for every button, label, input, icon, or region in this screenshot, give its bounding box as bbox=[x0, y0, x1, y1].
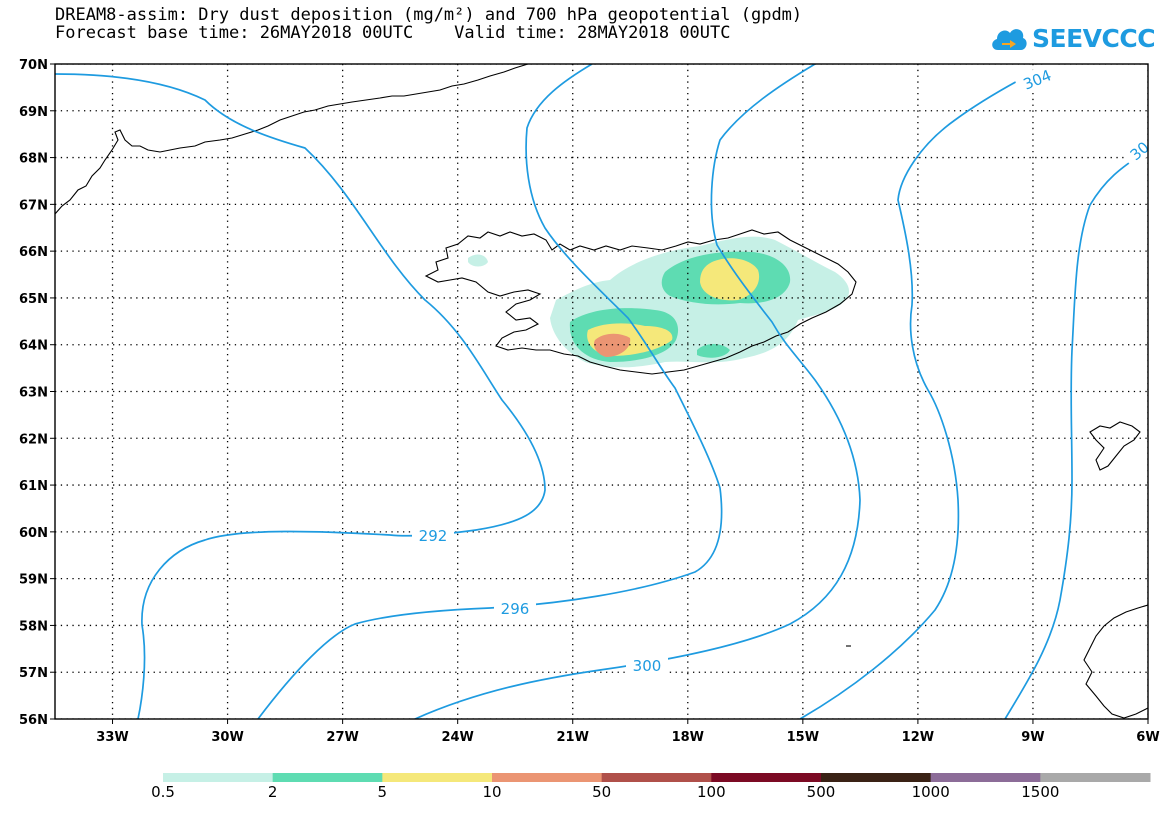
lat-tick-label: 66N bbox=[19, 245, 48, 260]
lat-tick-label: 65N bbox=[19, 292, 48, 307]
colorbar-swatch bbox=[711, 773, 822, 782]
contour-line-300 bbox=[414, 64, 861, 719]
colorbar-label: 1500 bbox=[1021, 783, 1060, 801]
map-subtitle: Forecast base time: 26MAY2018 00UTC Vali… bbox=[55, 23, 731, 43]
colorbar-label: 500 bbox=[806, 783, 836, 801]
colorbar-swatch bbox=[382, 773, 493, 782]
colorbar-swatch bbox=[1040, 773, 1151, 782]
map-title: DREAM8-assim: Dry dust deposition (mg/m²… bbox=[55, 5, 803, 25]
greenland-coast bbox=[55, 64, 529, 215]
lon-tick-label: 21W bbox=[557, 730, 589, 745]
cloud-icon bbox=[992, 29, 1027, 50]
colorbar-label: 2 bbox=[267, 783, 278, 801]
faroe-islands-coast bbox=[1089, 421, 1141, 471]
colorbar-swatch bbox=[272, 773, 383, 782]
lon-tick-label: 6W bbox=[1136, 730, 1159, 745]
colorbar-label: 0.5 bbox=[151, 783, 175, 801]
lat-tick-label: 69N bbox=[19, 105, 48, 120]
dust-area-high-north bbox=[700, 258, 760, 301]
contour-line-292 bbox=[55, 73, 546, 719]
seevccc-logo: SEEVCCC bbox=[990, 20, 1156, 56]
coastlines bbox=[55, 64, 1148, 719]
colorbar-swatch bbox=[930, 773, 1041, 782]
contour-label-296: 296 bbox=[501, 600, 530, 618]
lon-tick-label: 33W bbox=[96, 730, 128, 745]
lat-tick-label: 58N bbox=[19, 619, 48, 634]
lon-tick-label: 18W bbox=[672, 730, 704, 745]
graticule bbox=[55, 64, 1148, 719]
contour-label-292: 292 bbox=[419, 527, 448, 545]
lat-tick-label: 64N bbox=[19, 339, 48, 354]
lat-tick-label: 70N bbox=[19, 58, 48, 73]
lon-tick-label: 24W bbox=[441, 730, 473, 745]
colorbar-swatch bbox=[601, 773, 712, 782]
geopotential-contours bbox=[55, 64, 1148, 719]
logo-text: SEEVCCC bbox=[1032, 23, 1156, 53]
lon-tick-label: 30W bbox=[211, 730, 243, 745]
colorbar-label: 10 bbox=[482, 783, 502, 801]
lat-tick-label: 61N bbox=[19, 479, 48, 494]
colorbar-swatch bbox=[492, 773, 603, 782]
lat-tick-label: 57N bbox=[19, 666, 48, 681]
colorbar-label: 50 bbox=[592, 783, 612, 801]
contour-line-304 bbox=[799, 64, 1051, 719]
colorbar bbox=[163, 773, 1151, 782]
lon-tick-label: 15W bbox=[787, 730, 819, 745]
lat-tick-label: 68N bbox=[19, 152, 48, 167]
contour-line-296 bbox=[257, 64, 723, 719]
lon-tick-label: 27W bbox=[326, 730, 358, 745]
scotland-coast bbox=[1083, 604, 1148, 719]
colorbar-swatch bbox=[821, 773, 932, 782]
iceland-coast bbox=[424, 229, 857, 375]
lat-tick-label: 59N bbox=[19, 573, 48, 588]
contour-label-300: 300 bbox=[633, 657, 662, 675]
lat-tick-label: 63N bbox=[19, 386, 48, 401]
lat-tick-label: 62N bbox=[19, 432, 48, 447]
lon-tick-label: 9W bbox=[1021, 730, 1044, 745]
lat-tick-label: 60N bbox=[19, 526, 48, 541]
colorbar-label: 100 bbox=[697, 783, 726, 801]
map-axes: 70N 69N 68N 67N 66N 65N 64N 63N 62N 61N 60N 59N 58N 5… bbox=[19, 58, 1160, 745]
colorbar-label: 1000 bbox=[911, 783, 950, 801]
lon-tick-label: 12W bbox=[902, 730, 934, 745]
dust-area-low-spot bbox=[468, 254, 488, 267]
dust-area-moderate-east bbox=[697, 344, 730, 358]
lat-tick-label: 67N bbox=[19, 198, 48, 213]
dust-deposition-field bbox=[468, 236, 850, 368]
colorbar-swatch bbox=[163, 773, 274, 782]
lat-tick-label: 56N bbox=[19, 713, 48, 728]
contour-line-308 bbox=[1004, 149, 1148, 719]
colorbar-label: 5 bbox=[377, 783, 388, 801]
